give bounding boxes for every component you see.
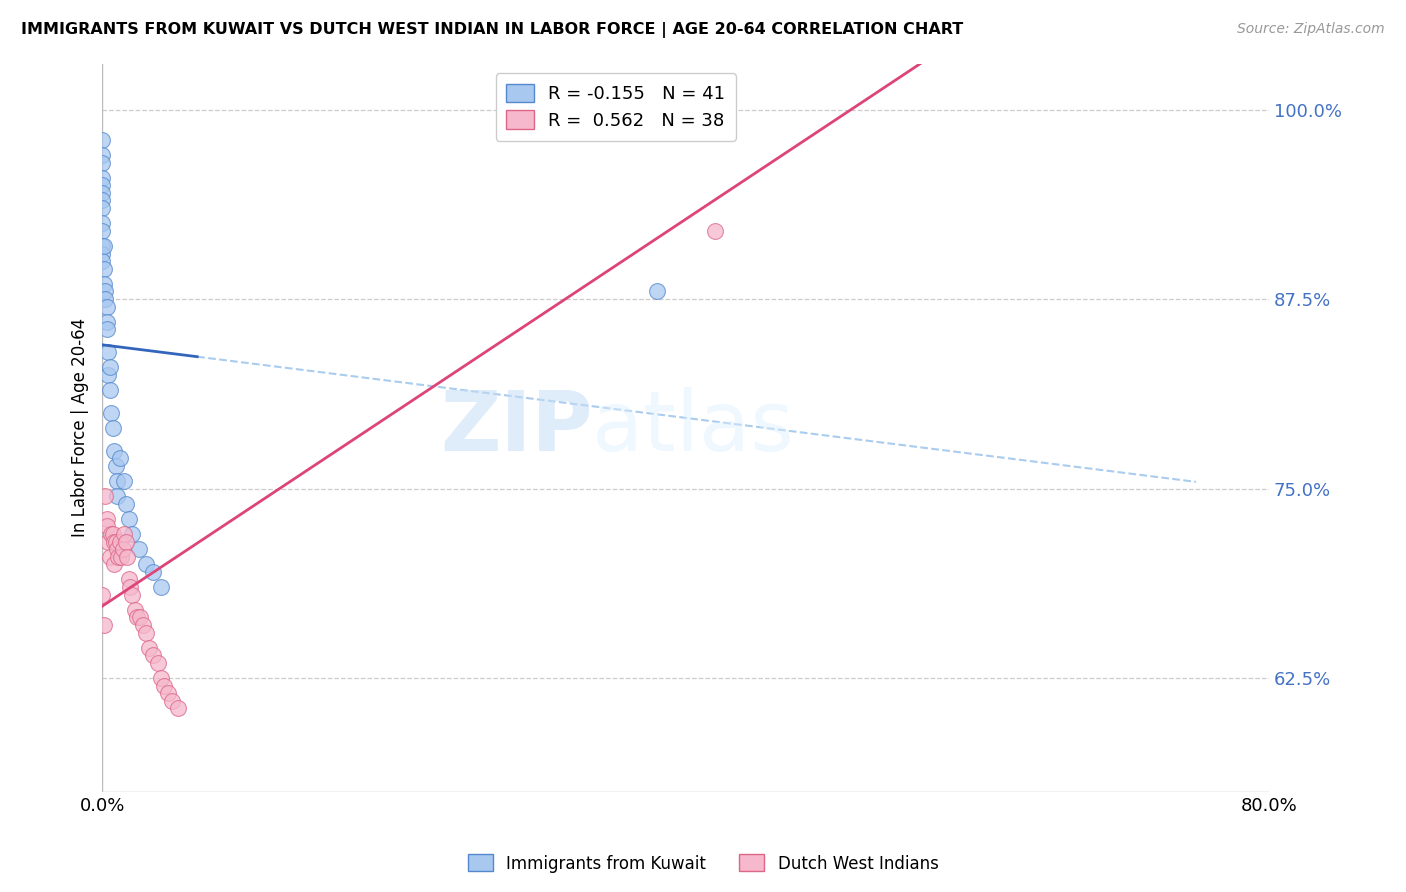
Point [108, 534, 131, 549]
Point [96, 512, 118, 526]
Point [115, 549, 138, 564]
Point [128, 542, 150, 557]
Point [96, 519, 118, 533]
Point [105, 542, 128, 557]
Point [110, 549, 132, 564]
Point [118, 573, 141, 587]
Y-axis label: In Labor Force | Age 20-64: In Labor Force | Age 20-64 [72, 318, 89, 538]
Point [91, 186, 114, 200]
Point [114, 497, 136, 511]
Text: atlas: atlas [592, 387, 794, 468]
Point [114, 534, 136, 549]
Point [98, 383, 121, 397]
Point [94, 285, 117, 299]
Point [152, 679, 174, 693]
Point [93, 277, 115, 291]
Point [91, 148, 114, 162]
Point [108, 451, 131, 466]
Point [97, 345, 120, 359]
Point [157, 686, 180, 700]
Point [97, 368, 120, 382]
Point [645, 103, 668, 117]
Point [93, 261, 115, 276]
Point [98, 549, 121, 564]
Point [94, 489, 117, 503]
Point [91, 201, 114, 215]
Legend: Immigrants from Kuwait, Dutch West Indians: Immigrants from Kuwait, Dutch West India… [461, 847, 945, 880]
Point [162, 694, 184, 708]
Point [91, 246, 114, 260]
Point [138, 640, 160, 655]
Point [105, 474, 128, 488]
Point [101, 527, 124, 541]
Point [91, 239, 114, 253]
Point [103, 558, 125, 572]
Point [96, 322, 118, 336]
Point [111, 542, 134, 557]
Point [129, 610, 152, 624]
Text: ZIP: ZIP [440, 387, 592, 468]
Point [91, 170, 114, 185]
Point [91, 224, 114, 238]
Point [121, 588, 143, 602]
Point [135, 625, 157, 640]
Point [112, 474, 135, 488]
Point [94, 292, 117, 306]
Point [91, 133, 114, 147]
Point [703, 224, 725, 238]
Point [91, 155, 114, 169]
Point [91, 254, 114, 268]
Point [93, 239, 115, 253]
Point [101, 421, 124, 435]
Point [120, 580, 142, 594]
Point [97, 534, 120, 549]
Point [121, 527, 143, 541]
Point [98, 360, 121, 375]
Point [91, 216, 114, 230]
Point [149, 671, 172, 685]
Point [146, 656, 169, 670]
Point [149, 580, 172, 594]
Legend: R = -0.155   N = 41, R =  0.562   N = 38: R = -0.155 N = 41, R = 0.562 N = 38 [495, 73, 735, 141]
Point [142, 565, 165, 579]
Point [167, 701, 190, 715]
Point [103, 534, 125, 549]
Point [103, 443, 125, 458]
Point [105, 489, 128, 503]
Point [127, 610, 149, 624]
Point [91, 588, 114, 602]
Point [142, 648, 165, 663]
Text: IMMIGRANTS FROM KUWAIT VS DUTCH WEST INDIAN IN LABOR FORCE | AGE 20-64 CORRELATI: IMMIGRANTS FROM KUWAIT VS DUTCH WEST IND… [21, 22, 963, 38]
Point [93, 618, 115, 632]
Point [96, 315, 118, 329]
Point [91, 178, 114, 193]
Point [124, 603, 146, 617]
Point [132, 618, 155, 632]
Point [107, 549, 129, 564]
Point [100, 527, 122, 541]
Point [118, 512, 141, 526]
Point [104, 458, 127, 473]
Point [91, 194, 114, 208]
Point [645, 285, 668, 299]
Text: Source: ZipAtlas.com: Source: ZipAtlas.com [1237, 22, 1385, 37]
Point [104, 534, 127, 549]
Point [112, 527, 135, 541]
Point [135, 558, 157, 572]
Point [96, 300, 118, 314]
Point [100, 406, 122, 420]
